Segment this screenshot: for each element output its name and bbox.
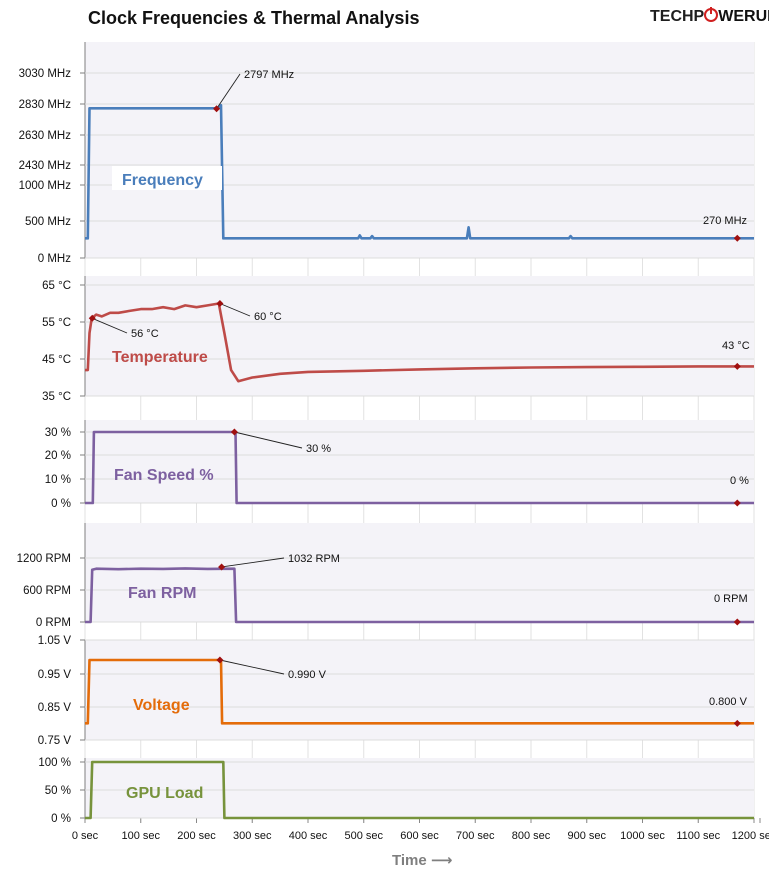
fan_speed-series-label: Fan Speed %	[114, 467, 214, 484]
annotation-label: 60 °C	[254, 311, 282, 323]
series-label-backing	[112, 166, 222, 190]
arrow-right-icon: ⟶	[430, 852, 453, 869]
annotation-leader	[221, 557, 285, 568]
y-tick-label: 600 RPM	[23, 585, 71, 597]
annotation-marker	[733, 234, 741, 242]
y-tick-label: 100 %	[38, 757, 71, 769]
y-tick-label: 0.85 V	[38, 702, 72, 714]
y-tick-label: 55 °C	[42, 317, 71, 329]
fan_rpm-series-line	[85, 567, 754, 624]
x-axis-label-text: Time	[392, 852, 427, 869]
annotation-marker	[216, 300, 224, 307]
temperature-series-label: Temperature	[112, 349, 208, 366]
annotation-label: 56 °C	[131, 328, 159, 340]
annotation-leader	[219, 659, 285, 675]
y-tick-label: 500 MHz	[25, 216, 71, 228]
annotation-marker	[733, 618, 741, 626]
annotation-label: 0.800 V	[709, 696, 748, 708]
panel-background	[85, 758, 754, 818]
y-tick-label: 20 %	[45, 450, 71, 462]
annotation-marker	[230, 428, 238, 436]
annotation-marker	[733, 499, 741, 507]
y-tick-label: 0 %	[51, 498, 71, 510]
annotation-marker	[733, 719, 741, 727]
panel-background	[85, 640, 754, 740]
x-tick-label: 1200 sec	[732, 830, 769, 842]
y-tick-label: 3030 MHz	[19, 68, 72, 80]
annotation-label: 270 MHz	[703, 215, 747, 227]
annotation-label: 1032 RPM	[288, 553, 340, 565]
y-tick-label: 50 %	[45, 785, 71, 797]
y-tick-label: 65 °C	[42, 280, 71, 292]
brand-logo: TECHP WERUP	[650, 7, 769, 26]
gpu_load-series-line	[85, 760, 754, 820]
brand-text-start: TECHP	[650, 8, 705, 25]
y-tick-label: 2630 MHz	[19, 130, 72, 142]
power-icon	[704, 7, 719, 22]
x-tick-label: 500 sec	[344, 830, 383, 842]
annotation-label: 0 RPM	[714, 593, 748, 605]
annotation-marker	[216, 656, 224, 664]
annotation-label: 30 %	[306, 443, 331, 455]
fan_speed-series-line	[85, 430, 754, 505]
brand-text-end: WERUP	[718, 8, 769, 25]
temperature-series-line	[85, 302, 754, 383]
y-tick-label: 2430 MHz	[19, 160, 72, 172]
annotation-leader	[216, 73, 241, 109]
y-tick-label: 10 %	[45, 474, 71, 486]
x-tick-label: 300 sec	[233, 830, 272, 842]
x-tick-label: 0 sec	[72, 830, 99, 842]
x-tick-label: 800 sec	[512, 830, 551, 842]
annotation-marker	[218, 563, 226, 571]
x-tick-label: 900 sec	[567, 830, 606, 842]
gpu_load-series-label: GPU Load	[126, 785, 203, 802]
panel-background	[85, 523, 754, 622]
panel-background	[85, 420, 754, 503]
x-tick-label: 600 sec	[400, 830, 439, 842]
annotation-label: 2797 MHz	[244, 69, 294, 81]
frequency-series-label: Frequency	[122, 172, 203, 189]
x-tick-label: 400 sec	[289, 830, 328, 842]
y-tick-label: 0 %	[51, 813, 71, 825]
x-tick-label: 200 sec	[177, 830, 216, 842]
panel-background	[85, 276, 754, 396]
y-tick-label: 1200 RPM	[17, 553, 71, 565]
frequency-series-line	[85, 103, 754, 240]
y-tick-label: 45 °C	[42, 354, 71, 366]
annotation-label: 43 °C	[722, 340, 750, 352]
annotation-marker	[213, 105, 221, 113]
y-tick-label: 2830 MHz	[19, 99, 72, 111]
voltage-series-label: Voltage	[133, 697, 190, 714]
x-tick-label: 700 sec	[456, 830, 495, 842]
y-tick-label: 0.75 V	[38, 735, 72, 747]
voltage-series-line	[85, 658, 754, 725]
y-tick-label: 30 %	[45, 427, 71, 439]
annotation-marker	[88, 314, 96, 322]
x-tick-label: 100 sec	[121, 830, 160, 842]
y-tick-label: 0.95 V	[38, 669, 72, 681]
annotation-leader	[219, 303, 251, 317]
y-tick-label: 1.05 V	[38, 635, 72, 647]
x-tick-label: 1000 sec	[620, 830, 665, 842]
y-tick-label: 1000 MHz	[19, 180, 72, 192]
annotation-label: 0.990 V	[288, 669, 327, 681]
y-tick-label: 0 MHz	[38, 253, 71, 265]
annotation-label: 0 %	[730, 475, 749, 487]
fan_rpm-series-label: Fan RPM	[128, 585, 196, 602]
annotation-leader	[234, 431, 303, 449]
annotation-marker	[733, 362, 741, 370]
panel-background	[85, 42, 754, 258]
x-tick-label: 1100 sec	[676, 830, 720, 842]
x-axis-label: Time ⟶	[392, 851, 452, 869]
chart-title: Clock Frequencies & Thermal Analysis	[88, 8, 420, 28]
y-tick-label: 35 °C	[42, 391, 71, 403]
annotation-leader	[92, 317, 128, 334]
y-tick-label: 0 RPM	[36, 617, 71, 629]
